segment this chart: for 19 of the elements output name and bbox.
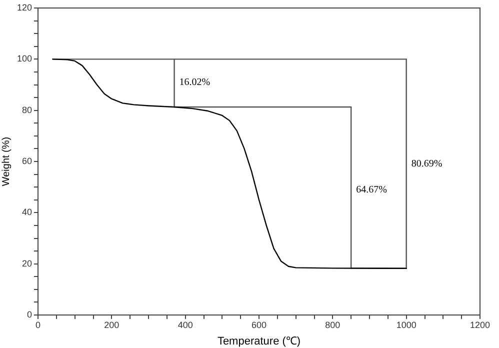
- y-tick-label: 40: [22, 207, 32, 218]
- y-tick-label: 20: [22, 258, 32, 268]
- y-tick-label: 120: [16, 2, 32, 12]
- y-tick-label: 100: [16, 54, 32, 64]
- y-tick-label: 60: [22, 156, 32, 166]
- y-tick-label: 0: [26, 309, 32, 320]
- annotation: 80.69%: [411, 158, 442, 170]
- x-tick-label: 400: [178, 320, 193, 330]
- x-tick-label: 0: [35, 320, 41, 330]
- x-axis-title: Temperature (℃): [217, 335, 301, 348]
- y-axis-title: Weight (%): [0, 136, 12, 186]
- annotation: 64.67%: [356, 184, 387, 196]
- annotation: 16.02%: [179, 76, 210, 88]
- x-tick-label: 1000: [396, 320, 416, 330]
- x-tick-label: 1200: [470, 320, 490, 330]
- x-tick-label: 200: [104, 320, 120, 330]
- y-tick-label: 80: [22, 104, 32, 115]
- x-tick-label: 800: [325, 320, 340, 330]
- x-tick-label: 600: [251, 320, 267, 330]
